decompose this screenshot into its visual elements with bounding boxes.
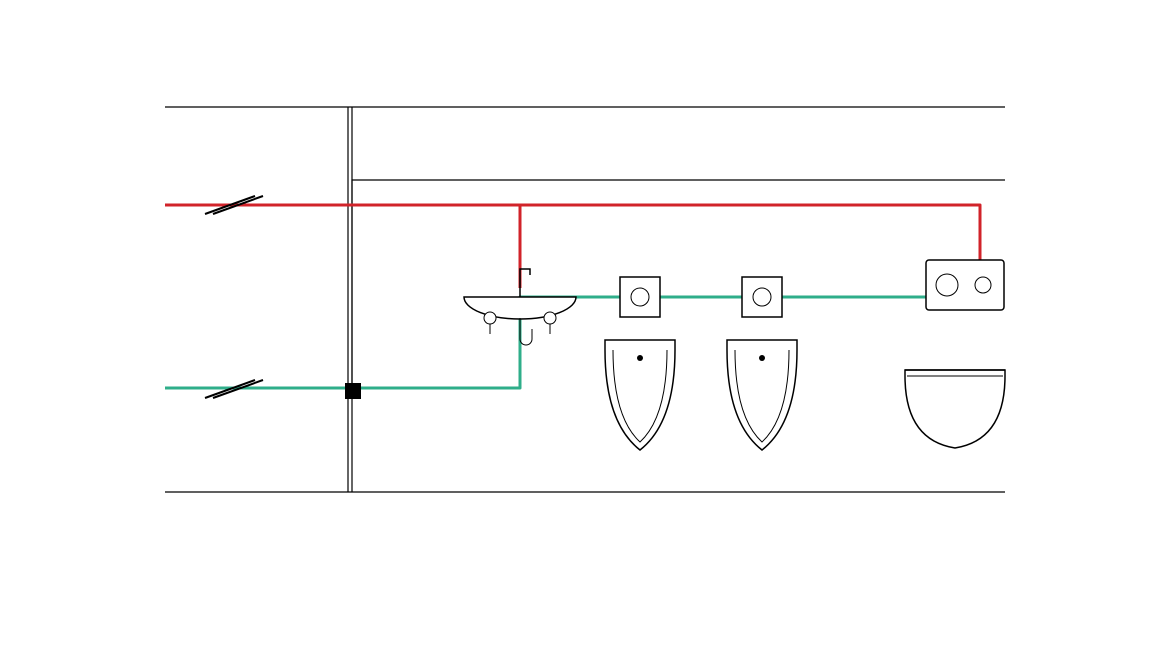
wc-actuator-plate <box>926 260 1004 310</box>
flush-panel <box>620 277 660 317</box>
angle-valve <box>544 312 556 324</box>
flush-panel-frame <box>742 277 782 317</box>
wc-actuator-frame <box>926 260 1004 310</box>
junction-box <box>345 383 361 399</box>
angle-valve <box>484 312 496 324</box>
flush-panel-frame <box>620 277 660 317</box>
flush-panel <box>742 277 782 317</box>
canvas-background <box>0 0 1170 660</box>
urinal-nozzle <box>637 355 643 361</box>
urinal-nozzle <box>759 355 765 361</box>
plumbing-diagram <box>0 0 1170 660</box>
